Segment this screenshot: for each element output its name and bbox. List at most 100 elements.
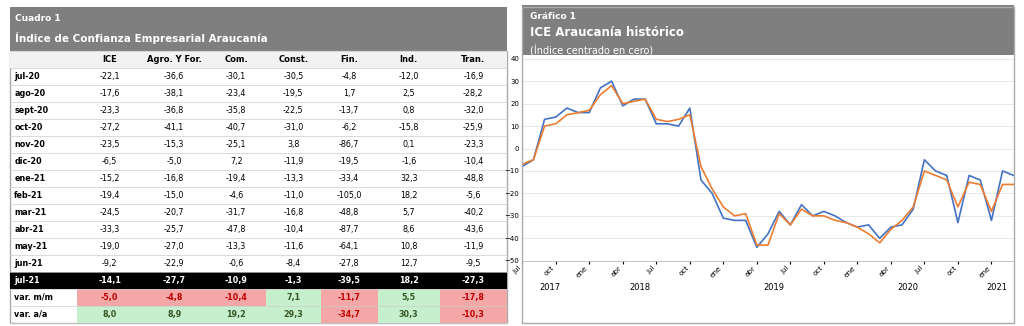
- Text: -15,2: -15,2: [99, 174, 120, 183]
- Text: -16,8: -16,8: [284, 208, 303, 217]
- FancyBboxPatch shape: [321, 306, 378, 323]
- Text: -13,3: -13,3: [226, 242, 247, 251]
- Text: -36,6: -36,6: [164, 72, 184, 81]
- Text: -13,7: -13,7: [339, 106, 359, 115]
- Text: -11,6: -11,6: [284, 242, 303, 251]
- Text: Gráfico 1: Gráfico 1: [529, 12, 575, 22]
- Text: -17,6: -17,6: [99, 89, 120, 98]
- Text: -47,8: -47,8: [226, 225, 247, 234]
- Text: -5,0: -5,0: [101, 293, 118, 302]
- Text: -40,7: -40,7: [226, 123, 247, 132]
- FancyBboxPatch shape: [266, 289, 321, 306]
- Text: jul-20: jul-20: [14, 72, 40, 81]
- Text: -16,9: -16,9: [463, 72, 483, 81]
- Text: -19,4: -19,4: [226, 174, 247, 183]
- Text: 10,8: 10,8: [400, 242, 418, 251]
- Text: -48,8: -48,8: [339, 208, 359, 217]
- Text: Fin.: Fin.: [340, 55, 358, 64]
- Text: 2020: 2020: [897, 283, 919, 292]
- FancyBboxPatch shape: [378, 306, 440, 323]
- Text: -39,5: -39,5: [338, 276, 360, 285]
- FancyBboxPatch shape: [10, 7, 507, 51]
- Text: -23,3: -23,3: [99, 106, 120, 115]
- FancyBboxPatch shape: [522, 5, 1014, 55]
- Text: -4,8: -4,8: [342, 72, 356, 81]
- Text: -23,5: -23,5: [99, 140, 120, 149]
- Text: -4,8: -4,8: [166, 293, 183, 302]
- Text: -1,6: -1,6: [401, 157, 417, 166]
- FancyBboxPatch shape: [142, 306, 207, 323]
- Text: Com.: Com.: [224, 55, 248, 64]
- Text: -16,8: -16,8: [164, 174, 184, 183]
- Text: mar-21: mar-21: [14, 208, 46, 217]
- Text: 7,1: 7,1: [287, 293, 300, 302]
- Text: Índice de Confianza Empresarial Araucanía: Índice de Confianza Empresarial Araucaní…: [15, 32, 268, 44]
- Text: 0,8: 0,8: [402, 106, 415, 115]
- Text: -64,1: -64,1: [339, 242, 359, 251]
- Text: ICE: ICE: [102, 55, 117, 64]
- Text: 0,1: 0,1: [402, 140, 415, 149]
- Text: -35,8: -35,8: [226, 106, 247, 115]
- Text: -20,7: -20,7: [164, 208, 184, 217]
- Text: may-21: may-21: [14, 242, 47, 251]
- Text: -31,7: -31,7: [226, 208, 247, 217]
- Text: -10,4: -10,4: [225, 293, 248, 302]
- Text: -27,0: -27,0: [164, 242, 184, 251]
- Text: -13,3: -13,3: [284, 174, 303, 183]
- Text: 5,5: 5,5: [401, 293, 416, 302]
- Text: -9,5: -9,5: [466, 259, 481, 268]
- FancyBboxPatch shape: [207, 306, 266, 323]
- Text: 1,7: 1,7: [343, 89, 355, 98]
- Text: ago-20: ago-20: [14, 89, 45, 98]
- FancyBboxPatch shape: [207, 289, 266, 306]
- Text: -31,0: -31,0: [284, 123, 303, 132]
- Text: -19,4: -19,4: [99, 191, 120, 200]
- Text: -11,7: -11,7: [338, 293, 360, 302]
- Text: -10,3: -10,3: [462, 310, 484, 319]
- Text: 18,2: 18,2: [399, 276, 419, 285]
- Text: -22,5: -22,5: [283, 106, 304, 115]
- Text: 30,3: 30,3: [399, 310, 419, 319]
- Text: -40,2: -40,2: [463, 208, 483, 217]
- FancyBboxPatch shape: [77, 289, 142, 306]
- Text: Ind.: Ind.: [399, 55, 418, 64]
- FancyBboxPatch shape: [10, 51, 507, 68]
- Text: var. m/m: var. m/m: [14, 293, 53, 302]
- Text: Tran.: Tran.: [461, 55, 485, 64]
- Text: 2021: 2021: [986, 283, 1008, 292]
- Text: -23,4: -23,4: [226, 89, 247, 98]
- Text: -43,6: -43,6: [463, 225, 483, 234]
- Text: -32,0: -32,0: [463, 106, 483, 115]
- FancyBboxPatch shape: [266, 306, 321, 323]
- Text: 18,2: 18,2: [400, 191, 418, 200]
- Text: -22,1: -22,1: [99, 72, 120, 81]
- Text: -5,0: -5,0: [167, 157, 182, 166]
- Text: Const.: Const.: [279, 55, 308, 64]
- Text: -4,6: -4,6: [228, 191, 244, 200]
- Text: -5,6: -5,6: [466, 191, 481, 200]
- Text: -24,5: -24,5: [99, 208, 120, 217]
- Text: -6,2: -6,2: [342, 123, 357, 132]
- Text: -10,4: -10,4: [284, 225, 303, 234]
- Text: -15,3: -15,3: [164, 140, 184, 149]
- Text: -12,0: -12,0: [398, 72, 419, 81]
- Text: -15,8: -15,8: [398, 123, 419, 132]
- Text: oct-20: oct-20: [14, 123, 43, 132]
- Text: jul-21: jul-21: [14, 276, 40, 285]
- Text: 7,2: 7,2: [230, 157, 243, 166]
- Text: (Índice centrado en cero): (Índice centrado en cero): [529, 44, 652, 56]
- Text: -25,1: -25,1: [226, 140, 247, 149]
- Text: Agro. Y For.: Agro. Y For.: [146, 55, 202, 64]
- Text: -48,8: -48,8: [463, 174, 483, 183]
- Text: 5,7: 5,7: [402, 208, 415, 217]
- Text: -36,8: -36,8: [164, 106, 184, 115]
- Text: -6,5: -6,5: [101, 157, 118, 166]
- Text: -27,8: -27,8: [339, 259, 359, 268]
- Text: 2018: 2018: [629, 283, 650, 292]
- Text: -30,1: -30,1: [226, 72, 247, 81]
- Text: -17,8: -17,8: [462, 293, 484, 302]
- Text: Cuadro 1: Cuadro 1: [15, 14, 60, 23]
- Text: -15,0: -15,0: [164, 191, 184, 200]
- Text: 19,2: 19,2: [226, 310, 246, 319]
- Text: -33,3: -33,3: [99, 225, 120, 234]
